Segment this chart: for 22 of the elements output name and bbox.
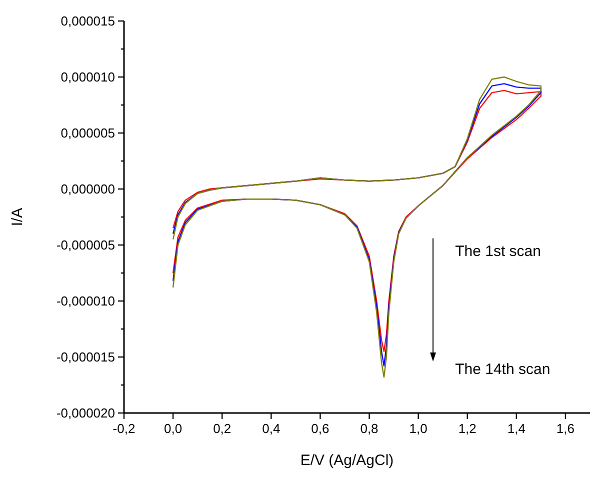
x-tick-label: 0,2 xyxy=(213,421,232,436)
y-tick-label: -0,000010 xyxy=(56,294,115,308)
y-axis-title: I/A xyxy=(9,208,26,226)
x-tick-label: 0,0 xyxy=(164,421,182,436)
x-tick-label: 1,2 xyxy=(458,421,476,436)
y-tick-label: 0,000015 xyxy=(60,14,115,28)
y-tick-label: 0,000010 xyxy=(60,70,115,84)
x-tick-label: 0,8 xyxy=(360,421,378,436)
x-tick-label: 1,6 xyxy=(556,421,575,436)
y-tick-label: -0,000005 xyxy=(56,238,115,252)
x-axis-title: E/V (Ag/AgCl) xyxy=(300,452,394,469)
annotation: The 14th scan xyxy=(455,360,550,378)
y-tick-label: 0,000000 xyxy=(60,182,115,196)
y-tick-label: 0,000005 xyxy=(60,126,115,140)
x-tick-label: 0,6 xyxy=(311,421,330,436)
y-tick-label: -0,000015 xyxy=(56,350,115,364)
x-tick-label: 0,4 xyxy=(262,421,280,436)
annotation: The 1st scan xyxy=(455,243,541,260)
x-tick-label: 1,4 xyxy=(507,421,526,436)
x-tick-label: 1,0 xyxy=(409,421,428,436)
y-tick-label: -0,000020 xyxy=(56,406,115,420)
x-tick-label: -0,2 xyxy=(112,421,136,436)
